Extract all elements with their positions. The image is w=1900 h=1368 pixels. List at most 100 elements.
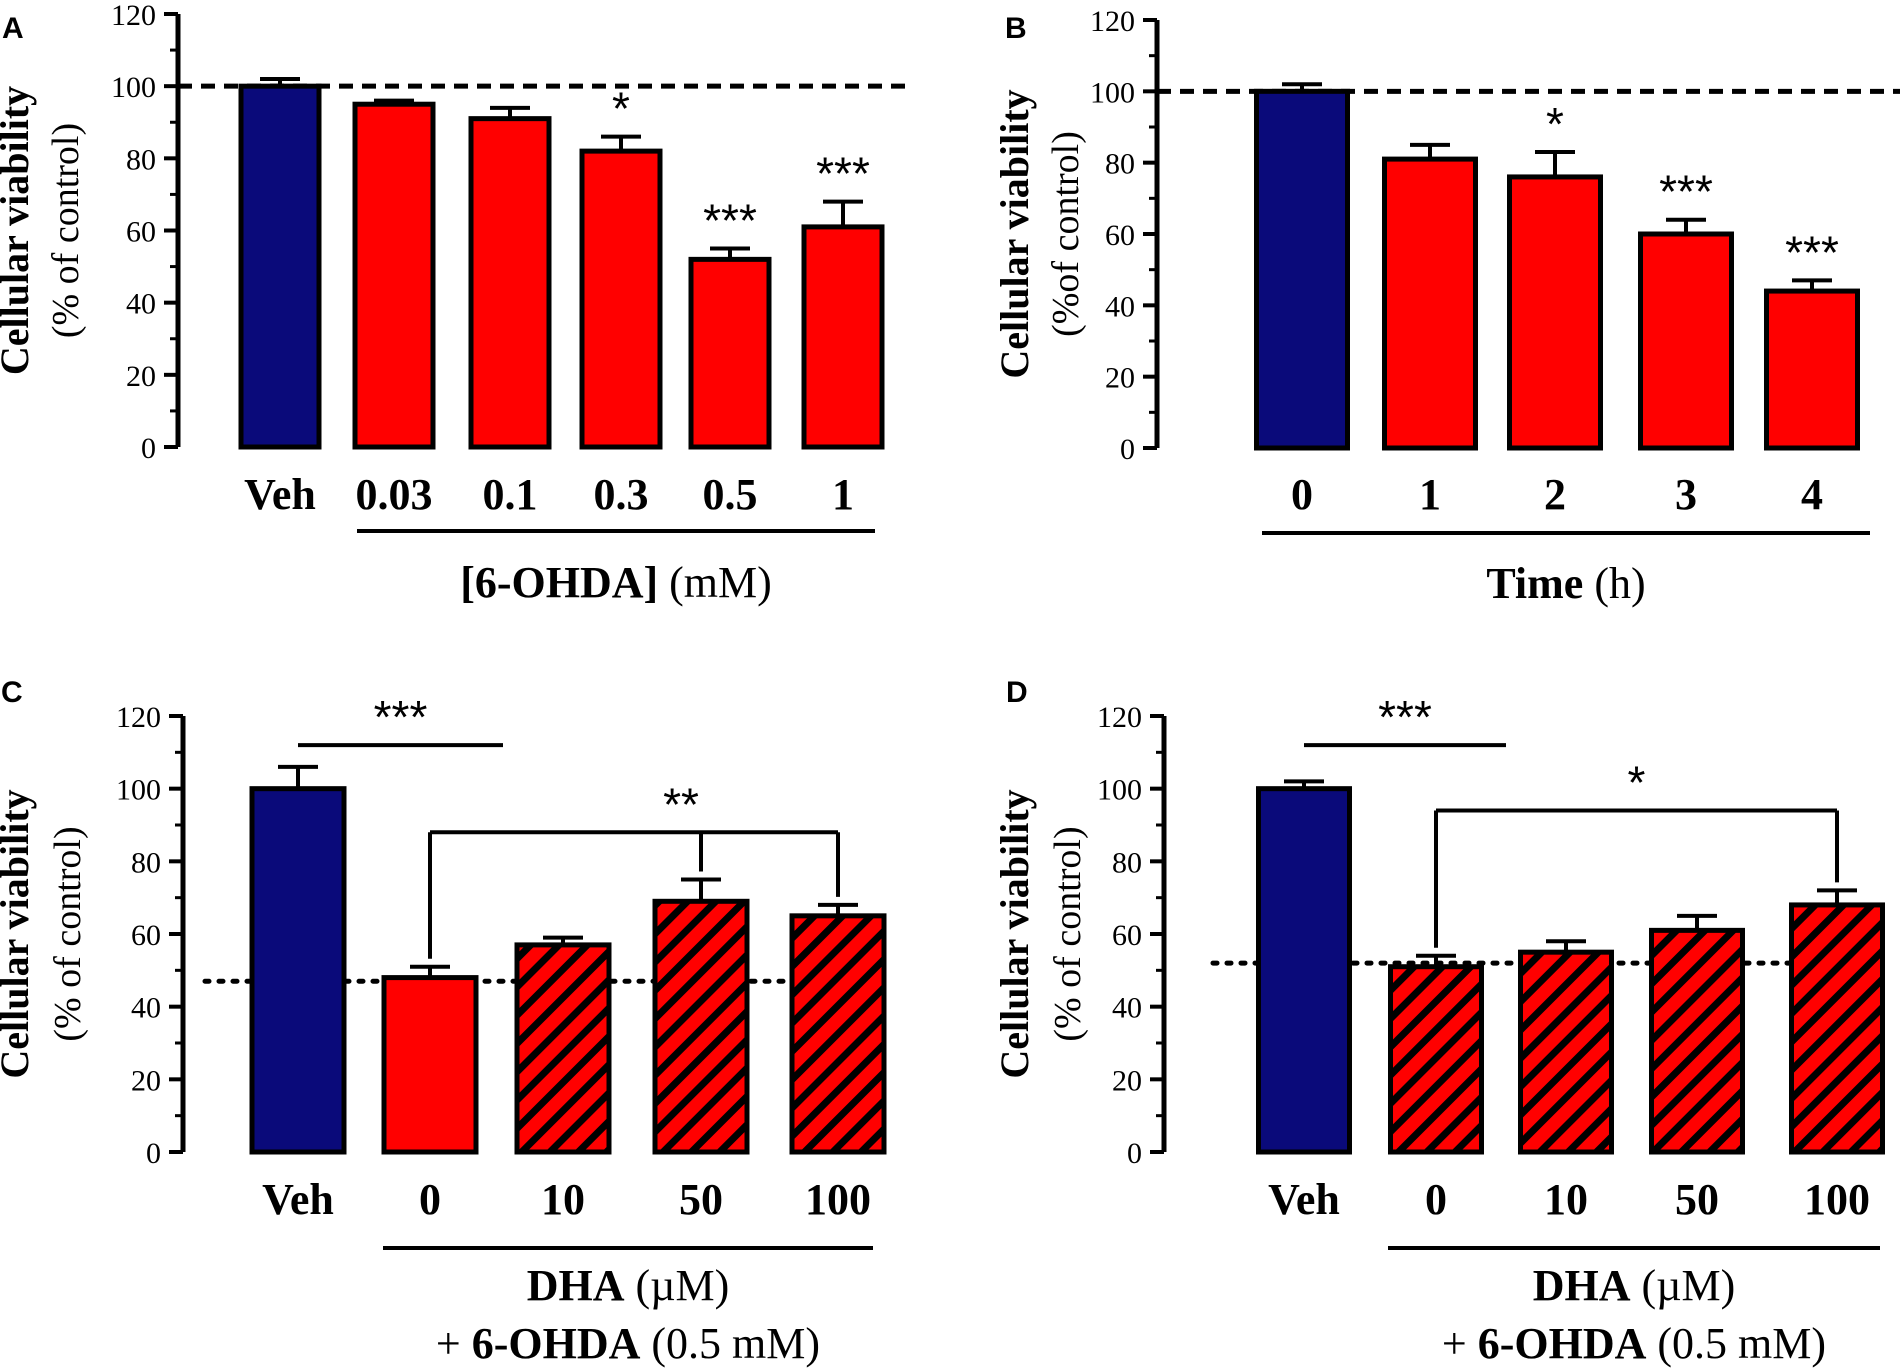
tick-label-x: 10	[541, 1175, 585, 1224]
tick-label-x: 0.5	[703, 470, 758, 519]
x-axis-label-line2-bold: 6-OHDA	[1478, 1319, 1647, 1368]
significance-bracket-label: ***	[374, 691, 428, 743]
x-axis-label-rest: (µM)	[1631, 1261, 1736, 1310]
panel-letter: D	[1006, 676, 1028, 709]
bar-0.1	[468, 116, 552, 450]
panel-letter: C	[1, 676, 23, 709]
tick-label-y: 0	[146, 1137, 161, 1170]
significance-label: ***	[1785, 226, 1839, 278]
x-axis-label: DHA (µM)	[527, 1261, 730, 1310]
x-axis-label-bold: DHA	[527, 1261, 625, 1310]
x-axis-label-bold: Time	[1486, 559, 1583, 608]
significance-label: *	[1546, 98, 1564, 150]
x-axis-label-line2-rest: (0.5 mM)	[640, 1319, 820, 1368]
x-axis-label-rest: (µM)	[625, 1261, 730, 1310]
x-axis-label-rest: (h)	[1583, 559, 1645, 608]
tick-label-y: 60	[126, 216, 156, 249]
x-axis-label-line2: + 6-OHDA (0.5 mM)	[436, 1319, 820, 1368]
bar-2	[1507, 174, 1603, 451]
tick-label-y: 40	[131, 992, 161, 1025]
bar-0	[381, 975, 479, 1155]
tick-label-y: 0	[1120, 433, 1135, 466]
y-axis-label: Cellular viability	[992, 789, 1037, 1078]
tick-label-y: 60	[1112, 919, 1142, 952]
tick-label-x: 1	[832, 470, 854, 519]
x-axis-label-line2-rest: (0.5 mM)	[1646, 1319, 1826, 1368]
tick-label-y: 20	[1112, 1064, 1142, 1097]
bar-10	[514, 942, 612, 1155]
bar-10	[1518, 949, 1614, 1155]
bar-3	[1638, 231, 1734, 451]
tick-label-y: 100	[116, 774, 161, 807]
panel-a-chart: A Veh 0.03 0.1 * 0.3 *** 0.5 *** 1 0 20 40 60 80 100 120…	[0, 0, 905, 607]
y-axis-label-sub: (%of control)	[1045, 131, 1087, 337]
bar-1	[1382, 156, 1478, 451]
tick-label-y: 0	[1127, 1137, 1142, 1170]
tick-label-y: 40	[126, 288, 156, 321]
tick-label-y: 120	[116, 701, 161, 734]
tick-label-x: 1	[1419, 470, 1441, 519]
x-axis-label-line2-bold: 6-OHDA	[472, 1319, 641, 1368]
significance-bracket-label: *	[1628, 756, 1646, 808]
y-axis-label-sub: (% of control)	[45, 123, 87, 338]
tick-label-x: 50	[679, 1175, 723, 1224]
x-axis-label-line2: + 6-OHDA (0.5 mM)	[1442, 1319, 1826, 1368]
tick-label-y: 20	[126, 360, 156, 393]
bar-4	[1764, 288, 1860, 451]
tick-label-y: 100	[1090, 76, 1135, 109]
tick-label-x: 10	[1544, 1175, 1588, 1224]
y-axis-label: Cellular viability	[992, 89, 1037, 378]
y-axis-label-sub: (% of control)	[47, 826, 89, 1041]
bar-50	[1649, 927, 1745, 1155]
x-axis-label-bold: DHA	[1533, 1261, 1631, 1310]
tick-label-y: 80	[1105, 148, 1135, 181]
tick-label-x: 3	[1675, 470, 1697, 519]
bar-100	[1789, 902, 1885, 1155]
tick-label-y: 60	[131, 919, 161, 952]
bar-Veh	[249, 786, 347, 1155]
tick-label-y: 120	[1090, 5, 1135, 38]
bar-50	[652, 898, 750, 1155]
tick-label-x: 100	[805, 1175, 871, 1224]
tick-label-x: 2	[1544, 470, 1566, 519]
tick-label-x: 0	[419, 1175, 441, 1224]
tick-label-y: 120	[111, 0, 156, 32]
bar-0	[1388, 964, 1484, 1155]
significance-bracket-label: **	[663, 778, 699, 830]
tick-label-x: 0.1	[483, 470, 538, 519]
panel-c-chart: C Veh 0 10 50 100 0 20 40 60 80 100 120 Cellular viab…	[0, 676, 887, 1368]
tick-label-y: 60	[1105, 219, 1135, 252]
tick-label-y: 80	[126, 143, 156, 176]
bar-1	[801, 224, 885, 450]
y-axis-label: Cellular viability	[0, 789, 37, 1078]
tick-label-x: Veh	[1268, 1175, 1340, 1224]
significance-bracket-label: ***	[1378, 691, 1432, 743]
bar-0.03	[352, 101, 436, 450]
x-axis-label: DHA (µM)	[1533, 1261, 1736, 1310]
tick-label-x: 0.3	[594, 470, 649, 519]
tick-label-y: 100	[1097, 774, 1142, 807]
panel-d-chart: D Veh 0 10 50 100 0 20 40 60 80 100 120 Cellular viab…	[992, 676, 1885, 1368]
tick-label-y: 80	[131, 846, 161, 879]
y-axis-label-sub: (% of control)	[1047, 826, 1089, 1041]
bar-0	[1254, 88, 1350, 451]
tick-label-y: 20	[1105, 362, 1135, 395]
tick-label-x: 0.03	[356, 470, 433, 519]
bar-0.3	[579, 148, 663, 450]
tick-label-x: 100	[1804, 1175, 1870, 1224]
bar-Veh	[238, 83, 322, 450]
tick-label-y: 80	[1112, 846, 1142, 879]
tick-label-y: 20	[131, 1064, 161, 1097]
x-axis-label: Time (h)	[1486, 559, 1645, 608]
tick-label-x: Veh	[262, 1175, 334, 1224]
tick-label-x: 4	[1801, 470, 1823, 519]
bar-Veh	[1256, 786, 1352, 1155]
y-axis-label: Cellular viability	[0, 86, 37, 375]
panel-letter: B	[1005, 12, 1027, 45]
x-axis-label-plus: +	[1442, 1319, 1478, 1368]
tick-label-y: 100	[111, 71, 156, 104]
significance-label: *	[612, 83, 630, 135]
bar-0.5	[688, 256, 772, 450]
bar-100	[789, 913, 887, 1155]
